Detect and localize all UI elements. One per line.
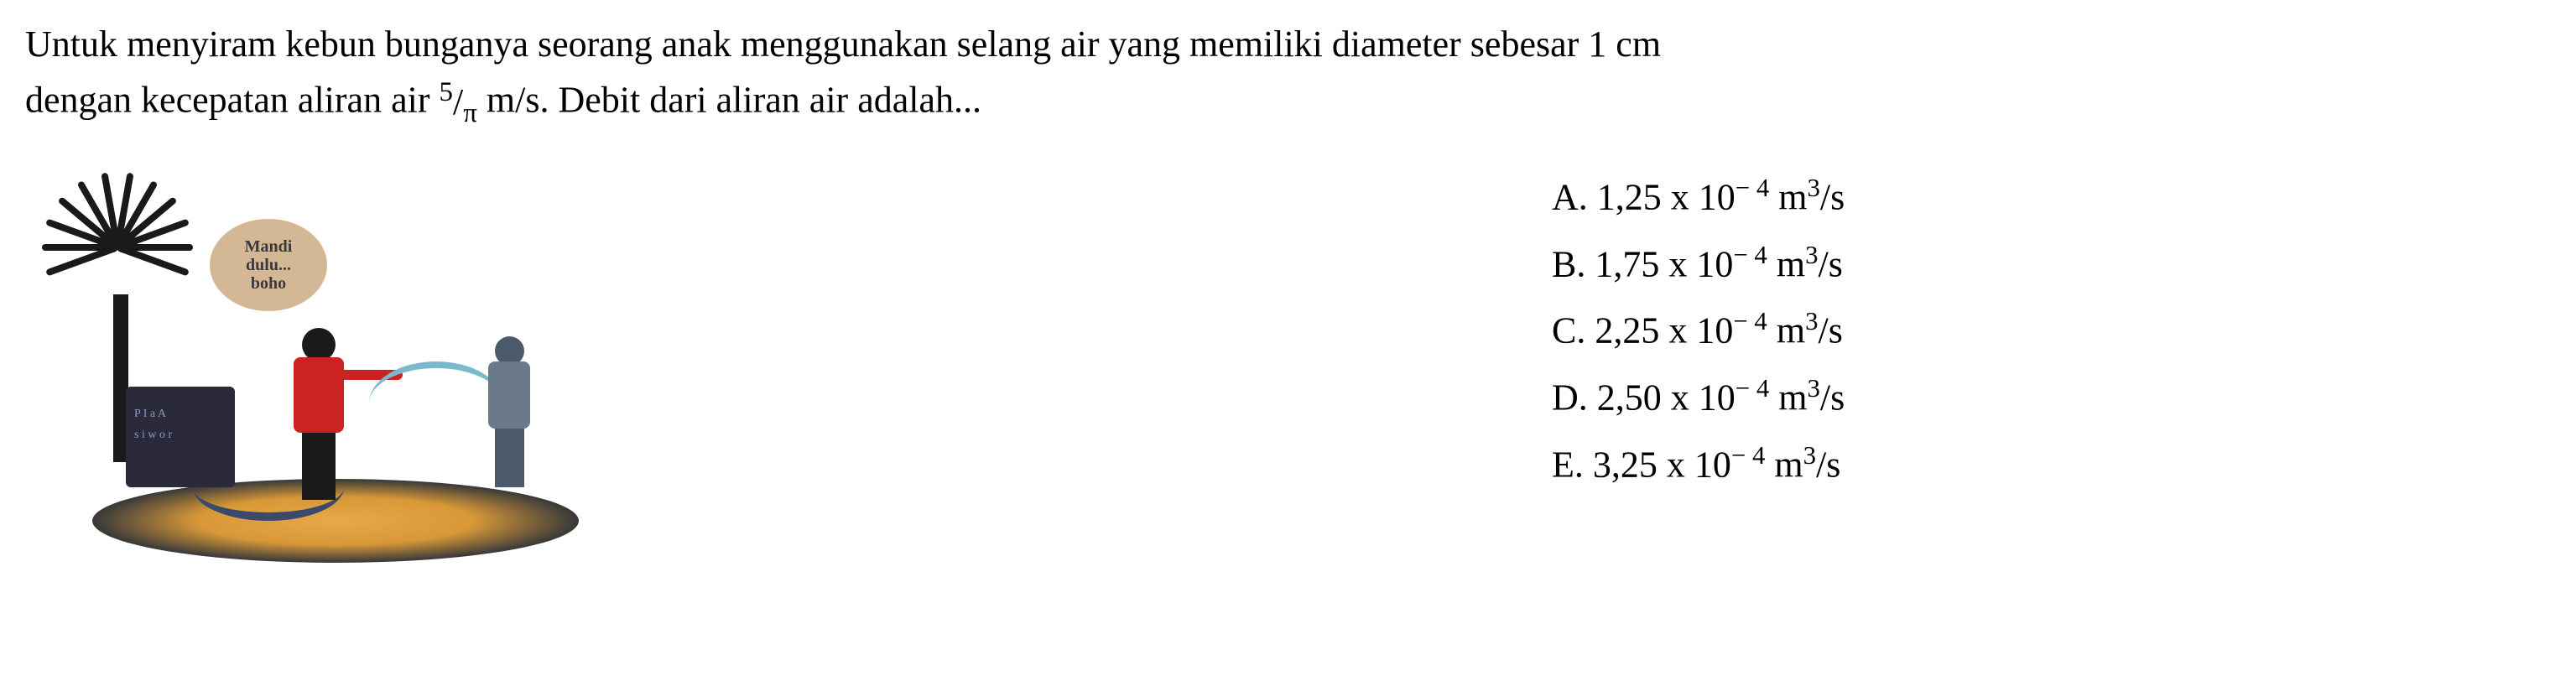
person-head xyxy=(302,328,336,361)
question-line2-post: m/s. Debit dari aliran air adalah... xyxy=(477,80,981,121)
question-line-1: Untuk menyiram kebun bunganya seorang an… xyxy=(25,17,2551,72)
answer-option-c: C. 2,25 x 10− 4 m3/s xyxy=(1552,302,1845,359)
answer-unit-base: m xyxy=(1769,377,1807,418)
answer-unit-suffix: /s xyxy=(1818,243,1842,284)
content-row: P I a As i w o r Mandi dulu... boho A. 1… xyxy=(25,169,2551,571)
answer-unit-suffix: /s xyxy=(1816,444,1840,485)
speech-line3: boho xyxy=(251,274,286,293)
answer-unit-base: m xyxy=(1767,243,1805,284)
answer-exp: − 4 xyxy=(1733,307,1767,335)
question-line2-pre: dengan kecepatan aliran air xyxy=(25,80,440,121)
fraction-numerator: 5 xyxy=(440,72,454,114)
fraction: 5/π xyxy=(440,72,477,135)
answer-coeff: 2,25 xyxy=(1595,310,1659,351)
answer-times: x 10 xyxy=(1659,243,1733,284)
question-line-2: dengan kecepatan aliran air 5/π m/s. Deb… xyxy=(25,72,2551,135)
answer-exp: − 4 xyxy=(1731,441,1765,470)
answer-unit-exp: 3 xyxy=(1803,441,1816,470)
answer-times: x 10 xyxy=(1657,444,1731,485)
answer-exp: − 4 xyxy=(1736,374,1769,403)
answer-option-b: B. 1,75 x 10− 4 m3/s xyxy=(1552,236,1845,293)
answer-option-d: D. 2,50 x 10− 4 m3/s xyxy=(1552,369,1845,426)
answer-label: B. xyxy=(1552,243,1595,284)
answer-unit-exp: 3 xyxy=(1805,241,1818,269)
answer-coeff: 1,25 xyxy=(1597,177,1662,218)
water-stream xyxy=(369,361,503,403)
fraction-slash: / xyxy=(453,75,463,130)
person-legs xyxy=(302,433,336,500)
answer-label: C. xyxy=(1552,310,1595,351)
answer-option-e: E. 3,25 x 10− 4 m3/s xyxy=(1552,436,1845,493)
answer-unit-suffix: /s xyxy=(1820,177,1845,218)
answer-label: A. xyxy=(1552,177,1597,218)
answer-unit-exp: 3 xyxy=(1805,307,1818,335)
answer-times: x 10 xyxy=(1659,310,1733,351)
illustration: P I a As i w o r Mandi dulu... boho xyxy=(25,169,629,571)
answer-coeff: 1,75 xyxy=(1595,243,1659,284)
answer-unit-base: m xyxy=(1769,177,1807,218)
answer-option-a: A. 1,25 x 10− 4 m3/s xyxy=(1552,169,1845,226)
speech-line1: Mandi xyxy=(245,237,293,256)
answer-unit-base: m xyxy=(1765,444,1803,485)
answer-exp: − 4 xyxy=(1736,174,1769,202)
speech-bubble: Mandi dulu... boho xyxy=(210,219,327,311)
person-legs xyxy=(495,429,524,487)
answer-unit-exp: 3 xyxy=(1807,174,1819,202)
person-body xyxy=(294,357,344,433)
palm-tree xyxy=(42,185,193,320)
answer-times: x 10 xyxy=(1662,177,1736,218)
answer-unit-suffix: /s xyxy=(1818,310,1842,351)
answer-label: D. xyxy=(1552,377,1597,418)
dark-box: P I a As i w o r xyxy=(126,387,235,487)
person-red xyxy=(302,328,344,500)
answer-times: x 10 xyxy=(1662,377,1736,418)
answer-exp: − 4 xyxy=(1733,241,1767,269)
answer-unit-suffix: /s xyxy=(1820,377,1845,418)
answer-unit-base: m xyxy=(1767,310,1805,351)
fraction-denominator: π xyxy=(463,93,477,135)
speech-line2: dulu... xyxy=(246,256,291,274)
person-gray xyxy=(495,336,530,487)
answer-coeff: 3,25 xyxy=(1593,444,1657,485)
question-text: Untuk menyiram kebun bunganya seorang an… xyxy=(25,17,2551,135)
answer-list: A. 1,25 x 10− 4 m3/s B. 1,75 x 10− 4 m3/… xyxy=(1552,169,1845,502)
person-body xyxy=(488,361,530,429)
box-text: P I a As i w o r xyxy=(126,387,235,462)
answer-label: E. xyxy=(1552,444,1593,485)
answer-coeff: 2,50 xyxy=(1597,377,1662,418)
answer-unit-exp: 3 xyxy=(1807,374,1819,403)
